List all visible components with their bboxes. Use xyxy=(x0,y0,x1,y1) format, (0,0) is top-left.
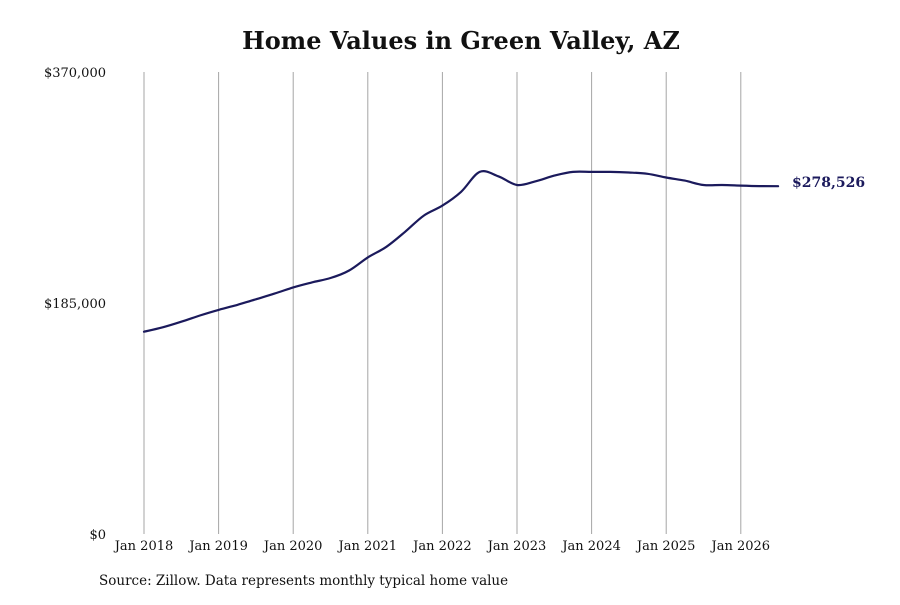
y-tick-label: $185,000 xyxy=(44,297,106,312)
x-tick-label: Jan 2025 xyxy=(635,539,696,554)
y-tick-label: $0 xyxy=(89,528,106,543)
x-tick-label: Jan 2024 xyxy=(560,539,621,554)
x-tick-label: Jan 2021 xyxy=(337,539,398,554)
x-tick-label: Jan 2018 xyxy=(113,539,174,554)
x-tick-label: Jan 2019 xyxy=(187,539,248,554)
series-group xyxy=(142,170,780,333)
x-axis-tick-labels: Jan 2018 Jan 2019 Jan 2020 Jan 2021 Jan 2022… xyxy=(113,539,770,554)
y-tick-label: $370,000 xyxy=(44,66,106,81)
home-value-line xyxy=(142,170,780,333)
x-tick-label: Jan 2022 xyxy=(411,539,472,554)
chart-title: Home Values in Green Valley, AZ xyxy=(242,26,680,55)
x-tick-label: Jan 2023 xyxy=(486,539,547,554)
source-note: Source: Zillow. Data represents monthly … xyxy=(99,573,509,589)
x-tick-label: Jan 2026 xyxy=(710,539,771,554)
annotations: $278,526 xyxy=(792,175,865,191)
vertical-gridlines xyxy=(143,72,742,534)
x-tick-label: Jan 2020 xyxy=(262,539,323,554)
end-value-label: $278,526 xyxy=(792,175,865,191)
y-axis-tick-labels: $0 $185,000 $370,000 xyxy=(44,66,106,543)
